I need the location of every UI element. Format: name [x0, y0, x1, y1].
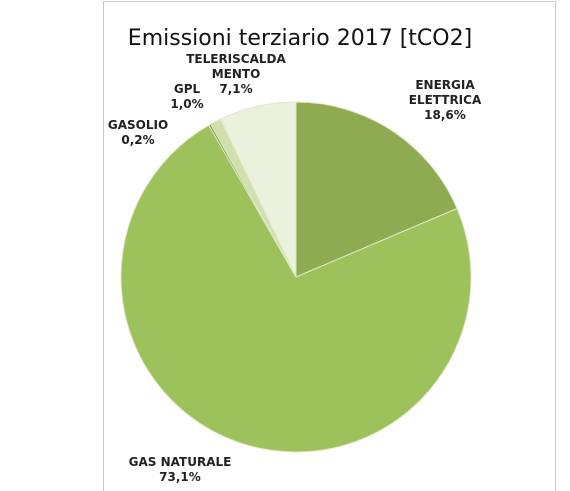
category-label: TELERISCALDA MENTO — [186, 52, 286, 81]
value-label: 7,1% — [219, 82, 253, 96]
value-label: 0,2% — [121, 133, 155, 147]
value-label: 18,6% — [424, 108, 466, 122]
value-label: 73,1% — [159, 470, 201, 484]
pie-slice — [295, 101, 458, 278]
slice-label: TELERISCALDA MENTO 7,1% — [186, 52, 286, 97]
value-label: 1,0% — [170, 97, 204, 111]
chart-title: Emissioni terziario 2017 [tCO2] — [127, 26, 473, 51]
pie-slice — [120, 124, 472, 453]
category-label: ENERGIA ELETTRICA — [408, 78, 482, 107]
category-label: GPL — [173, 82, 201, 96]
slice-label: GASOLIO 0,2% — [108, 118, 168, 148]
pie-slice — [219, 101, 297, 278]
slice-label: GAS NATURALE 73,1% — [129, 455, 232, 485]
category-label: GASOLIO — [107, 118, 169, 132]
slice-label: ENERGIA ELETTRICA 18,6% — [409, 78, 482, 123]
chart-frame — [103, 1, 556, 491]
slice-label: GPL 1,0% — [170, 82, 203, 112]
category-label: GAS NATURALE — [128, 455, 232, 469]
